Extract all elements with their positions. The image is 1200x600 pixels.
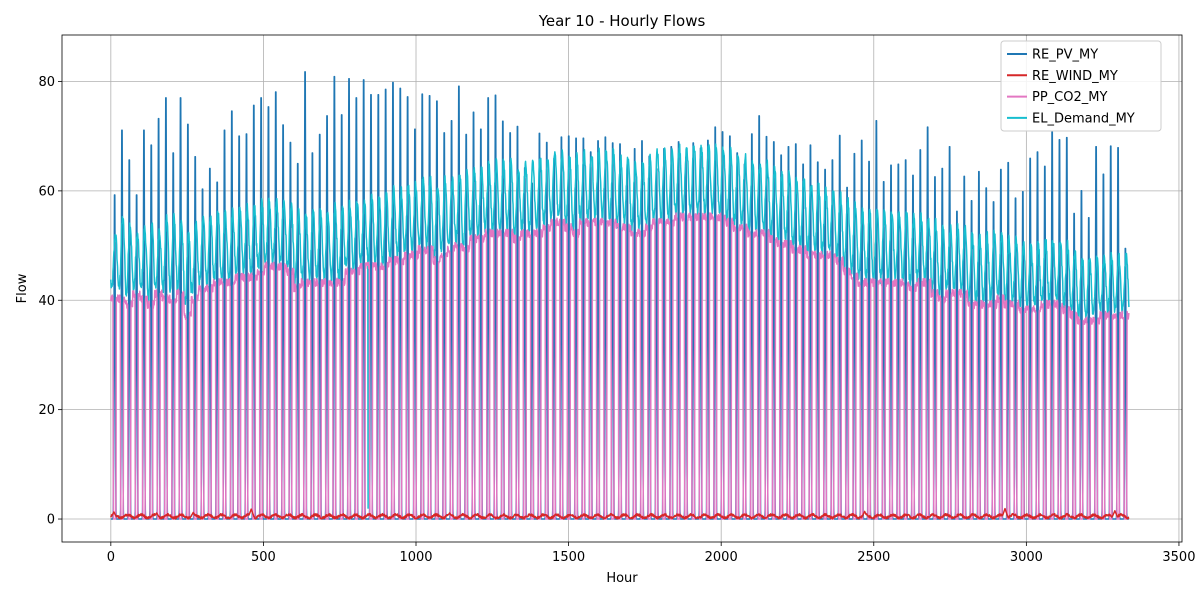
legend-box [1000,40,1162,132]
x-tick-label: 1500 [552,550,585,565]
x-tick-label: 500 [251,550,276,565]
x-tick-label: 3500 [1162,550,1195,565]
series-line-el-demand [110,143,1130,509]
x-axis-label: Hour [606,571,638,586]
x-axis: 0 500 1000 1500 2000 2500 3000 3500 [107,542,1195,565]
legend-label: PP_CO2_MY [1032,90,1107,105]
x-tick-label: 2500 [857,550,890,565]
series-line-pp-co2 [110,212,1130,520]
x-tick-label: 2000 [705,550,738,565]
x-tick-label: 1000 [399,550,432,565]
y-tick-label: 0 [47,513,55,528]
series-layer [110,71,1130,520]
legend-label: RE_WIND_MY [1032,69,1118,84]
y-tick-label: 40 [38,294,55,309]
y-axis: 0 20 40 60 80 [38,75,62,528]
legend-label: RE_PV_MY [1032,48,1098,63]
chart-title: Year 10 - Hourly Flows [538,12,706,30]
y-tick-label: 20 [38,403,55,418]
y-axis-label: Flow [15,273,30,303]
series-line-re-pv [110,71,1130,520]
y-tick-label: 80 [38,75,55,90]
y-tick-label: 60 [38,184,55,199]
plot-frame [61,34,1183,543]
x-tick-label: 3000 [1010,550,1043,565]
legend: RE_PV_MY RE_WIND_MY PP_CO2_MY EL_Demand_MY [1000,40,1162,132]
series-line-re-wind [110,507,1130,520]
x-tick-label: 0 [107,550,115,565]
legend-label: EL_Demand_MY [1032,111,1135,126]
